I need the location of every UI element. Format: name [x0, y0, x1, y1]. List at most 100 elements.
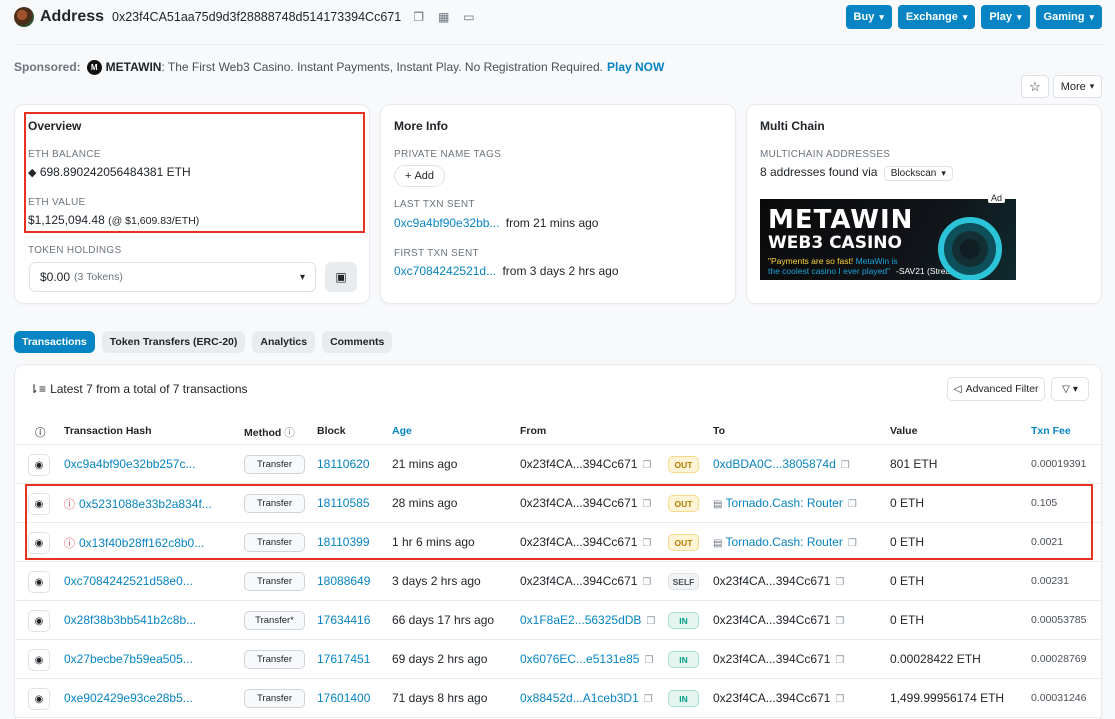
- tab-transactions[interactable]: Transactions: [14, 331, 95, 353]
- to-address: 0x23f4CA...394Cc671: [713, 613, 831, 627]
- more-button-label: More: [1060, 80, 1086, 93]
- add-tag-button[interactable]: + Add: [394, 165, 446, 187]
- txn-hash-link[interactable]: 0xe902429e93ce28b5...: [64, 691, 193, 705]
- ad-label: Ad: [988, 193, 1006, 203]
- copy-icon[interactable]: ❐: [840, 460, 850, 471]
- eye-icon[interactable]: ◉: [28, 493, 50, 515]
- col-txn-fee[interactable]: Txn Fee: [1031, 425, 1071, 437]
- txn-fee-cell: 0.00028769: [1031, 653, 1087, 665]
- token-holdings-dropdown[interactable]: $0.00 (3 Tokens) ▾: [29, 262, 316, 292]
- advanced-filter-label: Advanced Filter: [965, 383, 1039, 395]
- metawin-ad-banner[interactable]: METAWIN WEB3 CASINO "Payments are so fas…: [760, 199, 1016, 280]
- eye-icon[interactable]: ◉: [28, 610, 50, 632]
- to-address-link[interactable]: Tornado.Cash: Router: [725, 535, 843, 549]
- last-txn-hash-link[interactable]: 0xc9a4bf90e32bb...: [394, 216, 500, 230]
- copy-icon[interactable]: ❐: [642, 538, 652, 549]
- txn-hash-link[interactable]: 0xc7084242521d58e0...: [64, 574, 193, 588]
- tab-analytics[interactable]: Analytics: [252, 331, 316, 353]
- more-button[interactable]: More ▾: [1053, 75, 1102, 98]
- sponsor-text: : The First Web3 Casino. Instant Payment…: [161, 60, 603, 74]
- copy-icon[interactable]: ❐: [835, 694, 845, 705]
- copy-icon[interactable]: ❐: [413, 10, 424, 24]
- copy-icon[interactable]: ❐: [643, 694, 653, 705]
- from-address-link[interactable]: 0x88452d...A1ceb3D1: [520, 691, 639, 705]
- private-name-tags-label: PRIVATE NAME TAGS: [394, 149, 502, 160]
- tab-comments[interactable]: Comments: [322, 331, 393, 353]
- filter-dropdown-button[interactable]: ▽ ▾: [1051, 377, 1089, 401]
- info-icon[interactable]: ⓘ: [284, 427, 295, 439]
- block-link[interactable]: 17601400: [317, 691, 371, 705]
- page-title: Address: [40, 8, 105, 25]
- block-link[interactable]: 18088649: [317, 574, 371, 588]
- txn-hash-link[interactable]: 0xc9a4bf90e32bb257c...: [64, 457, 196, 471]
- txn-hash-cell: 0xc7084242521d58e0...: [64, 574, 193, 588]
- txn-fee-cell: 0.0021: [1031, 536, 1064, 548]
- txn-hash-link[interactable]: 0x13f40b28ff162c8b0...: [79, 536, 205, 550]
- copy-icon[interactable]: ❐: [642, 460, 652, 471]
- txn-hash-link[interactable]: 0x5231088e33b2a834f...: [79, 497, 212, 511]
- block-link[interactable]: 18110585: [317, 496, 370, 510]
- help-icon[interactable]: ⓘ: [35, 427, 46, 439]
- multichain-title: Multi Chain: [760, 119, 825, 133]
- buy-button[interactable]: Buy ▾: [845, 5, 892, 29]
- age-cell: 71 days 8 hrs ago: [392, 691, 488, 705]
- comment-icon[interactable]: ▭: [463, 10, 475, 24]
- favorite-button[interactable]: ☆: [1021, 75, 1049, 98]
- txn-hash-link[interactable]: 0x28f38b3bb541b2c8b...: [64, 613, 197, 627]
- copy-icon[interactable]: ❐: [642, 577, 652, 588]
- transactions-card: ⇂≡ Latest 7 from a total of 7 transactio…: [14, 364, 1103, 719]
- to-cell: 0x23f4CA...394Cc671 ❐: [713, 652, 844, 666]
- eye-icon[interactable]: ◉: [28, 532, 50, 554]
- copy-icon[interactable]: ❐: [835, 577, 845, 588]
- transactions-summary-text: Latest 7 from a total of 7 transactions: [50, 382, 248, 396]
- to-cell: 0x23f4CA...394Cc671 ❐: [713, 691, 844, 705]
- advanced-filter-button[interactable]: ◁ Advanced Filter: [947, 377, 1045, 401]
- multichain-card: Multi Chain MULTICHAIN ADDRESSES 8 addre…: [746, 104, 1102, 304]
- to-cell: 0x23f4CA...394Cc671 ❐: [713, 574, 844, 588]
- tab-token-transfers[interactable]: Token Transfers (ERC-20): [101, 331, 246, 353]
- first-txn-hash-link[interactable]: 0xc7084242521d...: [394, 264, 497, 278]
- token-value: $0.00: [40, 270, 71, 284]
- method-badge: Transfer*: [244, 611, 305, 630]
- to-address-link[interactable]: Tornado.Cash: Router: [725, 496, 843, 510]
- sponsor-banner: Sponsored: M METAWIN : The First Web3 Ca…: [14, 59, 664, 75]
- block-link[interactable]: 17634416: [317, 613, 371, 627]
- block-link[interactable]: 17617451: [317, 652, 371, 666]
- eye-icon[interactable]: ◉: [28, 649, 50, 671]
- copy-icon[interactable]: ❐: [847, 499, 857, 510]
- block-link[interactable]: 18110399: [317, 535, 370, 549]
- play-button[interactable]: Play ▾: [981, 5, 1030, 29]
- copy-icon[interactable]: ❐: [847, 538, 857, 549]
- from-address-link[interactable]: 0x6076EC...e5131e85: [520, 652, 640, 666]
- table-row: ◉ 0x28f38b3bb541b2c8b... Transfer* 17634…: [15, 601, 1103, 640]
- wallet-button[interactable]: ▣: [325, 262, 357, 292]
- copy-icon[interactable]: ❐: [646, 616, 656, 627]
- col-age[interactable]: Age: [392, 425, 412, 437]
- from-address-link[interactable]: 0x1F8aE2...56325dDB: [520, 613, 642, 627]
- block-link[interactable]: 18110620: [317, 457, 370, 471]
- to-address-link[interactable]: 0xdBDA0C...3805874d: [713, 457, 836, 471]
- chevron-down-icon: ▾: [941, 168, 946, 178]
- more-info-title: More Info: [394, 119, 448, 133]
- chevron-down-icon: ▾: [299, 271, 305, 283]
- blockscan-dropdown[interactable]: Blockscan ▾: [883, 166, 953, 181]
- qr-code-icon[interactable]: ▦: [437, 10, 450, 24]
- age-cell: 21 mins ago: [392, 457, 458, 471]
- eye-icon[interactable]: ◉: [28, 454, 50, 476]
- eye-icon[interactable]: ◉: [28, 571, 50, 593]
- last-txn-sent: 0xc9a4bf90e32bb... from 21 mins ago: [394, 216, 598, 230]
- chevron-down-icon: ▾: [1089, 11, 1094, 22]
- copy-icon[interactable]: ❐: [644, 655, 654, 666]
- copy-icon[interactable]: ❐: [835, 655, 845, 666]
- sponsor-play-link[interactable]: Play NOW: [607, 60, 665, 74]
- gaming-button[interactable]: Gaming ▾: [1035, 5, 1102, 29]
- eye-icon[interactable]: ◉: [28, 688, 50, 710]
- copy-icon[interactable]: ❐: [835, 616, 845, 627]
- txn-hash-link[interactable]: 0x27becbe7b59ea505...: [64, 652, 193, 666]
- txn-fee-cell: 0.00231: [1031, 575, 1069, 587]
- value-cell: 0 ETH: [890, 535, 925, 549]
- copy-icon[interactable]: ❐: [642, 499, 652, 510]
- roulette-wheel-icon: [938, 217, 1002, 280]
- exchange-button[interactable]: Exchange ▾: [897, 5, 976, 29]
- plus-icon: +: [405, 170, 412, 182]
